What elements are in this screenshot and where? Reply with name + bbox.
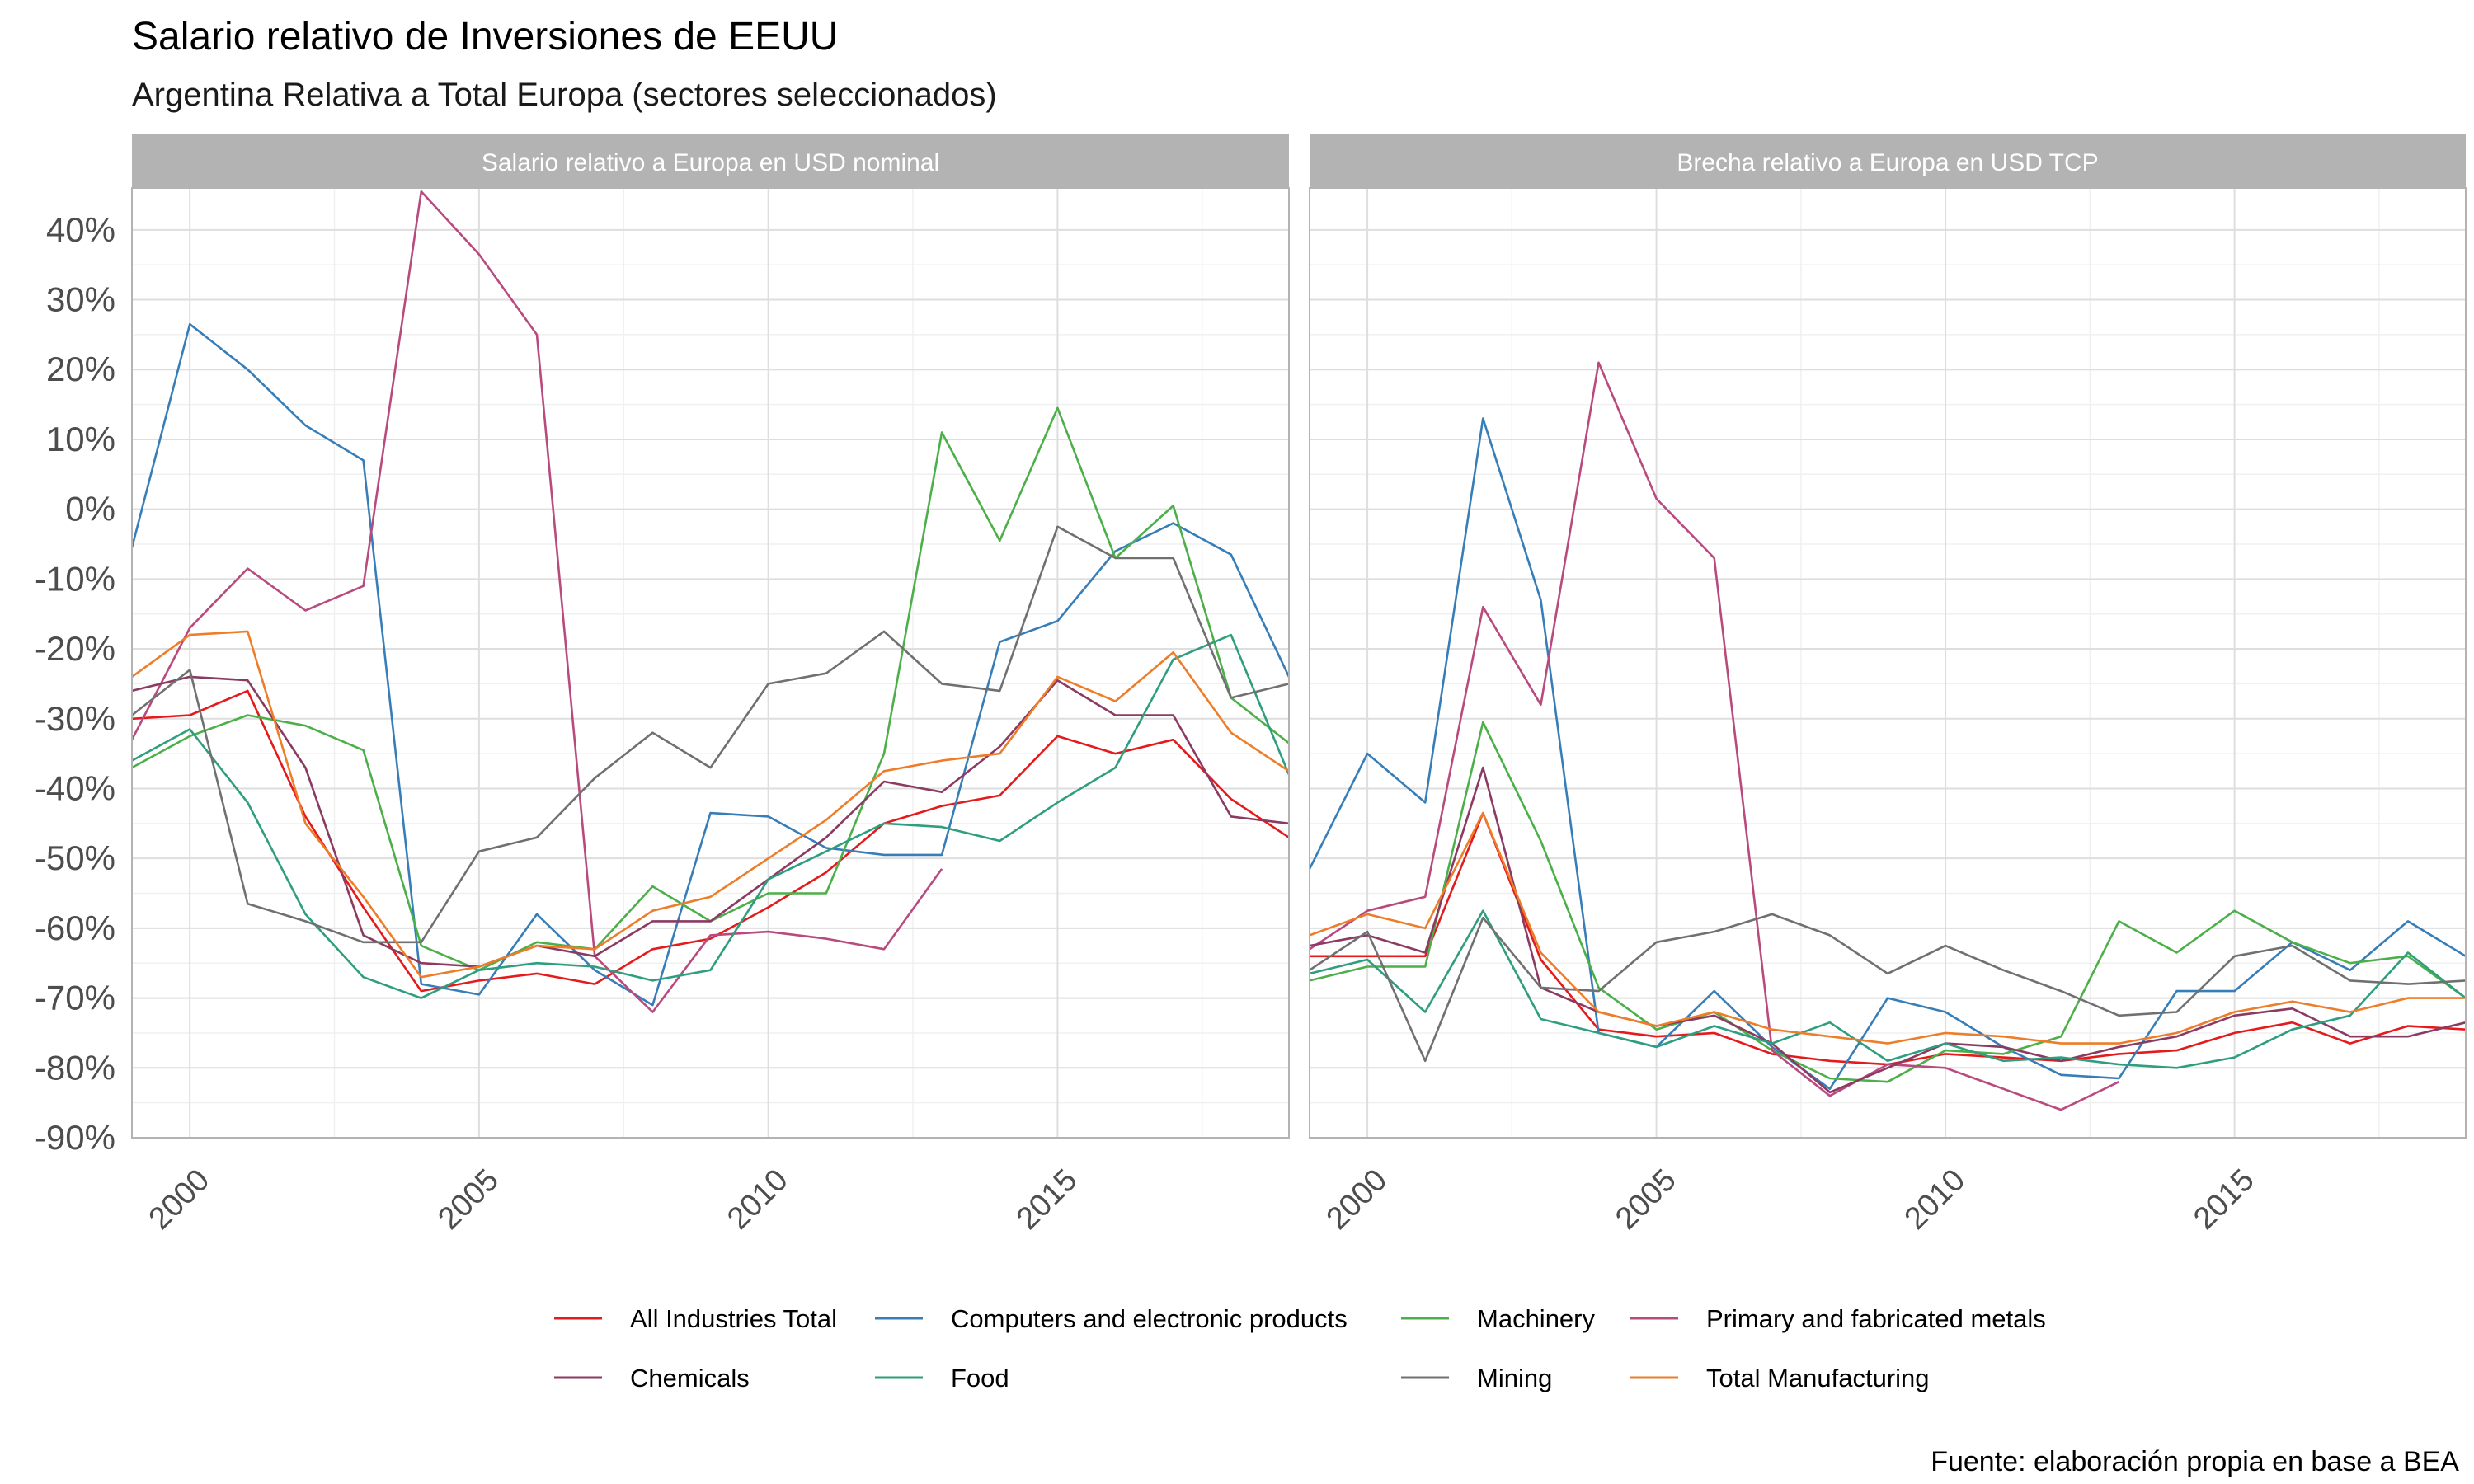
panel-strip [1310,134,2466,188]
plot-area [1310,188,2466,1138]
x-tick-label: 2005 [431,1162,505,1236]
y-tick-label: -40% [35,768,115,807]
legend-item: Mining [1401,1364,1552,1392]
legend-label: Food [951,1364,1009,1392]
y-tick-label: -70% [35,979,115,1017]
x-tick-label: 2015 [1010,1162,1084,1236]
legend: All Industries Total Computers and electr… [554,1304,2046,1392]
y-tick-label: -60% [35,909,115,947]
legend-label: Computers and electronic products [951,1304,1348,1333]
series-line [1309,766,2467,1094]
panel-border [1309,187,2467,1139]
x-tick-label: 2015 [2187,1162,2260,1236]
plot-area [132,188,1289,1138]
y-tick-label: -10% [35,559,115,598]
legend-label: Machinery [1477,1304,1595,1333]
y-tick-label: -20% [35,629,115,668]
series-line [130,190,943,1013]
chart-subtitle: Argentina Relativa a Total Europa (secto… [132,77,997,113]
y-tick-label: -30% [35,699,115,738]
y-tick-label: 0% [65,490,115,528]
legend-item: Primary and fabricated metals [1630,1304,2046,1333]
series-line [1309,721,2467,1083]
x-tick-label: 2010 [721,1162,794,1236]
legend-item: Computers and electronic products [875,1304,1348,1333]
series-line [1309,913,2467,1063]
panel-title: Salario relativo a Europa en USD nominal [482,149,939,176]
series-line [1309,811,2466,1045]
chart-caption: Fuente: elaboración propia en base a BEA [1931,1446,2459,1477]
x-tick-label: 2000 [1320,1162,1394,1236]
series-line [130,322,1291,1007]
series-line [131,675,1290,968]
series-line [1309,361,2119,1111]
y-tick-label: -80% [35,1048,115,1087]
legend-item: Total Manufacturing [1630,1364,1930,1392]
panel-border [131,187,1290,1139]
legend-label: Total Manufacturing [1706,1364,1930,1392]
legend-label: Chemicals [630,1364,750,1392]
y-tick-label: -50% [35,838,115,877]
legend-label: All Industries Total [630,1304,837,1333]
y-tick-label: 30% [46,280,115,319]
legend-item: All Industries Total [554,1304,837,1333]
legend-item: Chemicals [554,1364,750,1392]
panel-strip [132,134,1289,188]
panel-2: Brecha relativo a Europa en USD TCP 2000 2… [1308,134,2467,1237]
panels: Salario relativo a Europa en USD nominal… [35,134,2467,1237]
y-tick-label: 10% [46,420,115,458]
y-tick-label: 20% [46,350,115,388]
legend-label: Primary and fabricated metals [1706,1304,2046,1333]
legend-item: Food [875,1364,1009,1392]
y-tick-label: 40% [46,210,115,249]
x-tick-label: 2000 [143,1162,216,1236]
series-line [1308,417,2467,1090]
series-line [131,525,1290,944]
series-line [131,630,1290,979]
series-line [1309,909,2467,1069]
x-tick-label: 2010 [1898,1162,1972,1236]
legend-item: Machinery [1401,1304,1595,1333]
y-tick-label: -90% [35,1118,115,1157]
panel-title: Brecha relativo a Europa en USD TCP [1677,149,2098,176]
x-tick-label: 2005 [1609,1162,1682,1236]
chart-title: Salario relativo de Inversiones de EEUU [132,15,838,59]
series-line [131,633,1291,999]
legend-label: Mining [1477,1364,1552,1392]
panel-1: Salario relativo a Europa en USD nominal… [35,134,1291,1237]
